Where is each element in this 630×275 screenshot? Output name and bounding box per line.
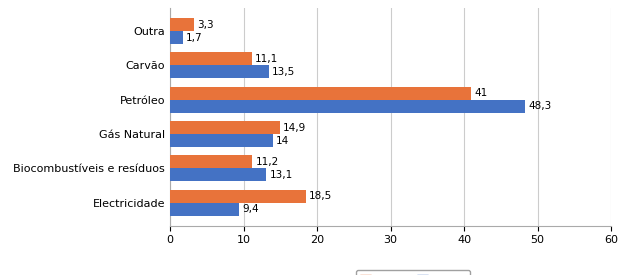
Bar [170, 65, 270, 78]
Text: 3,3: 3,3 [197, 20, 214, 30]
Text: 9,4: 9,4 [242, 204, 259, 214]
Text: 14: 14 [276, 136, 289, 145]
Bar [170, 53, 252, 65]
Bar [170, 121, 280, 134]
Text: 18,5: 18,5 [309, 191, 332, 201]
Bar [170, 134, 273, 147]
Text: 11,2: 11,2 [255, 157, 278, 167]
Bar [170, 203, 239, 216]
Bar [170, 87, 471, 100]
Text: 41: 41 [474, 88, 488, 98]
Text: 11,1: 11,1 [255, 54, 278, 64]
Bar [170, 155, 253, 168]
Bar [170, 100, 525, 113]
Bar [170, 18, 195, 31]
Bar [170, 168, 266, 181]
Legend: 2015, 1973: 2015, 1973 [355, 270, 470, 275]
Text: 13,5: 13,5 [272, 67, 295, 77]
Text: 48,3: 48,3 [528, 101, 551, 111]
Bar [170, 189, 306, 203]
Text: 14,9: 14,9 [282, 122, 306, 133]
Text: 1,7: 1,7 [186, 33, 202, 43]
Text: 13,1: 13,1 [270, 170, 292, 180]
Bar [170, 31, 183, 44]
